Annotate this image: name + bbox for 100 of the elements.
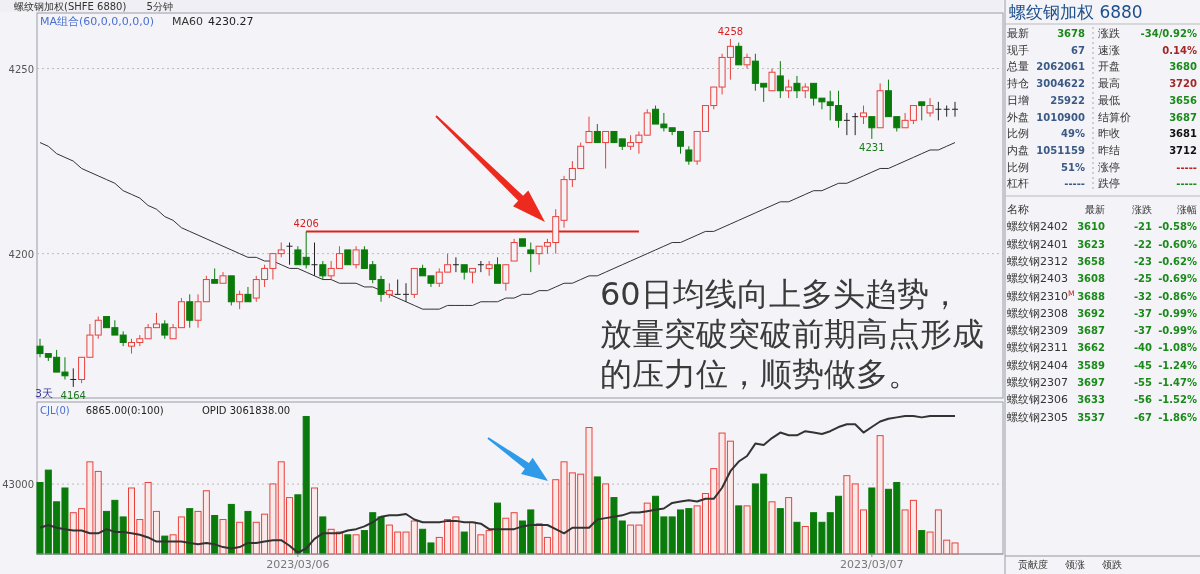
text: 3658 [1077, 255, 1106, 267]
bar [244, 510, 252, 555]
text: 3687 [1077, 325, 1106, 337]
text: 螺纹钢2312 [1007, 254, 1068, 268]
text: 3681 [1169, 128, 1198, 140]
text: 贡献度 [1018, 559, 1048, 570]
candlestick [585, 116, 593, 144]
candlestick [236, 290, 244, 310]
text: -45 [1133, 359, 1153, 371]
candlestick [286, 242, 294, 266]
text: 昨结 [1098, 143, 1120, 157]
text: 速涨 [1098, 43, 1120, 57]
bar [352, 534, 360, 555]
text: 3589 [1077, 359, 1106, 371]
annotation: 4231 [859, 141, 885, 153]
text: 3680 [1169, 61, 1198, 73]
text: -55 [1133, 377, 1153, 388]
bar [460, 531, 468, 555]
annotation: CJL(0) [40, 405, 70, 416]
text: -1.08% [1158, 342, 1197, 354]
text: 比例 [1007, 127, 1029, 141]
text: -0.58% [1158, 221, 1197, 233]
text: -23 [1133, 255, 1153, 267]
bar [186, 508, 194, 555]
text: 3662 [1077, 342, 1106, 354]
text: -0.62% [1158, 255, 1197, 267]
bar [602, 483, 610, 555]
candlestick [510, 238, 518, 262]
text: -34/0.92% [1140, 28, 1197, 39]
text: -21 [1133, 221, 1153, 233]
text: ----- [1176, 161, 1197, 173]
text: 3633 [1077, 394, 1106, 406]
bar [743, 505, 751, 555]
annotation: 6865.00(0:100) [85, 405, 164, 416]
text: 昨收 [1098, 127, 1120, 141]
y-tick-label: 4250 [8, 63, 34, 75]
text: 3720 [1169, 78, 1198, 90]
text: 最高 [1098, 77, 1120, 91]
text: 51% [1061, 161, 1085, 173]
text: 结算价 [1098, 110, 1131, 124]
text: 1010900 [1036, 111, 1086, 123]
bar [227, 503, 235, 555]
candlestick [768, 68, 776, 92]
text: 螺纹钢2306 [1007, 393, 1068, 407]
text: -56 [1133, 394, 1153, 406]
candlestick [319, 260, 327, 281]
candlestick [477, 260, 485, 273]
annotation: 60日均线向上多头趋势，放量突破突破前期高点形成的压力位，顺势做多。 [600, 275, 984, 393]
text: -37 [1133, 325, 1153, 337]
text: ----- [1176, 178, 1197, 190]
line-series [39, 142, 956, 310]
text: 跌停 [1098, 177, 1120, 191]
candlestick [352, 245, 360, 269]
text: 3688 [1077, 290, 1106, 302]
text: 领涨 [1065, 559, 1085, 570]
text: 2062061 [1036, 61, 1086, 73]
chart-title: 螺纹钢加权(SHFE 6880) [14, 1, 127, 12]
candlestick [186, 293, 194, 329]
annotation: OPID 3061838.00 [202, 405, 291, 416]
text: 涨跌 [1132, 204, 1152, 215]
text: 内盘 [1007, 143, 1029, 157]
text: -0.86% [1158, 290, 1197, 302]
bar [494, 502, 501, 555]
annotation: 4258 [717, 25, 744, 37]
candlestick [926, 97, 934, 118]
text: 外盘 [1007, 110, 1029, 124]
text: 开盘 [1098, 60, 1120, 74]
text: -25 [1133, 273, 1153, 285]
text: 现手 [1007, 43, 1029, 57]
x-tick-label: 2023/03/07 [840, 558, 904, 571]
x-tick-label: 2023/03/06 [266, 558, 330, 571]
candlestick [527, 242, 535, 273]
text: 3537 [1077, 411, 1106, 423]
text: 比例 [1007, 160, 1029, 174]
bar [768, 501, 776, 555]
annotation: 4230.27 [208, 15, 254, 28]
text: 3004622 [1036, 78, 1086, 90]
bar [918, 530, 926, 555]
annotation: 3天 [35, 387, 53, 400]
text: 日增 [1007, 93, 1029, 107]
candlestick [494, 256, 501, 284]
text: 总量 [1006, 60, 1029, 74]
candlestick [394, 279, 402, 295]
y-tick-label: 4200 [8, 248, 34, 260]
candlestick [943, 105, 951, 118]
text: -40 [1133, 342, 1153, 354]
candlestick [69, 367, 77, 388]
text: -0.69% [1158, 273, 1197, 285]
candlestick [244, 286, 252, 303]
bar [219, 519, 227, 555]
bar [868, 487, 876, 555]
text: -0.99% [1158, 307, 1197, 319]
text: 3692 [1077, 307, 1106, 319]
text: -0.99% [1158, 325, 1197, 337]
candlestick [860, 105, 867, 125]
text: 最低 [1098, 93, 1120, 107]
text: 螺纹钢2308 [1007, 306, 1068, 320]
text: 3712 [1169, 144, 1198, 156]
text: 3687 [1169, 111, 1198, 123]
candlestick [868, 116, 876, 140]
